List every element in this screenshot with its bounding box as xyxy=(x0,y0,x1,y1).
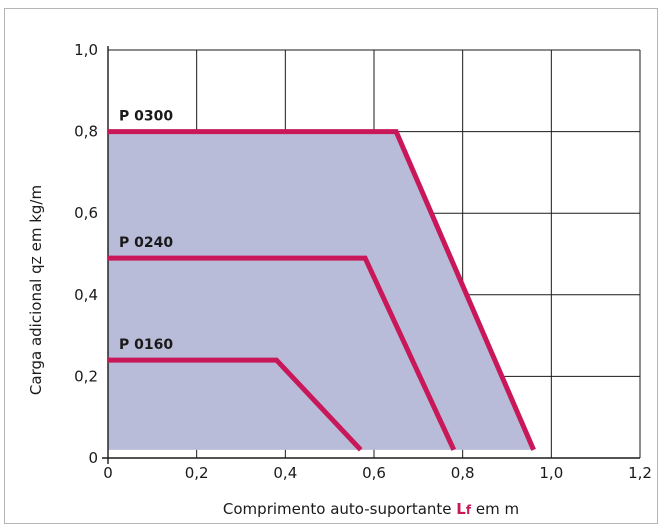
x-tick-label-2: 0,4 xyxy=(273,464,297,482)
series-line-0 xyxy=(108,129,536,451)
y-tick-label-4: 0,8 xyxy=(74,123,98,141)
tick-labels: 0 0,2 0,4 0,6 0,8 1,0 1,2 0 0,2 0,4 0,6 0,8 1,0 xyxy=(74,41,652,482)
y-tick-label-5: 1,0 xyxy=(74,41,98,59)
series-lines xyxy=(108,129,536,452)
axes xyxy=(102,46,640,464)
y-axis-symbol-sub: Z xyxy=(30,256,44,264)
series-label-1: P 0240 xyxy=(119,235,173,251)
x-tick-label-0: 0 xyxy=(103,464,113,482)
x-axis-title: Comprimento auto-suportante Lf em m xyxy=(223,500,519,518)
y-axis-title: Carga adicional qZ em kg/m xyxy=(27,185,45,395)
x-tick-label-6: 1,2 xyxy=(628,464,652,482)
x-axis-symbol-sub: f xyxy=(466,503,472,517)
y-tick-label-2: 0,4 xyxy=(74,286,98,304)
series-line-1 xyxy=(108,255,457,451)
series-label-2: P 0160 xyxy=(119,337,173,353)
x-axis-symbol: L xyxy=(456,500,466,518)
x-tick-label-3: 0,6 xyxy=(362,464,386,482)
y-tick-label-3: 0,6 xyxy=(74,204,98,222)
load-area-fill xyxy=(108,131,534,450)
y-tick-label-1: 0,2 xyxy=(74,367,98,385)
load-area xyxy=(108,131,534,450)
series-line-2 xyxy=(108,357,363,452)
series-labels: P 0300 P 0240 P 0160 xyxy=(119,109,173,353)
y-tick-label-0: 0 xyxy=(88,449,98,467)
x-tick-label-5: 1,0 xyxy=(539,464,563,482)
x-tick-label-1: 0,2 xyxy=(185,464,209,482)
x-tick-label-4: 0,8 xyxy=(451,464,475,482)
series-label-0: P 0300 xyxy=(119,109,173,125)
